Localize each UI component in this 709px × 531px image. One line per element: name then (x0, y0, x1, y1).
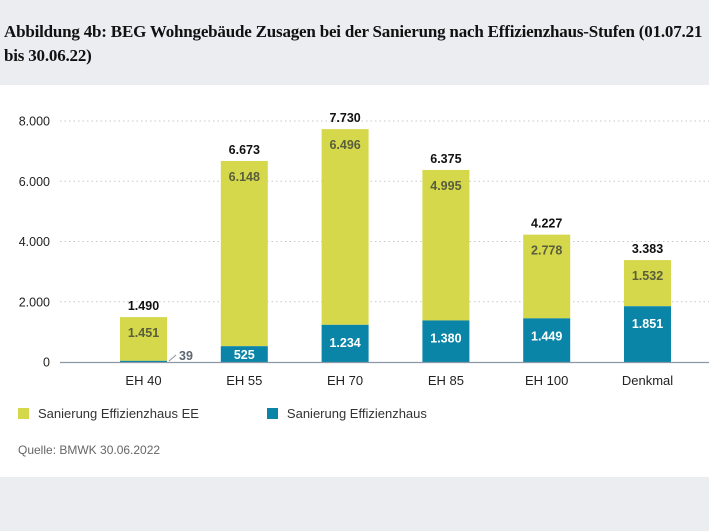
legend-label-ee: Sanierung Effizienzhaus EE (38, 406, 199, 421)
total-label: 4.227 (531, 217, 562, 231)
source-note: Quelle: BMWK 30.06.2022 (18, 443, 161, 457)
bar-segment-ee (422, 169, 470, 321)
bar-segment-eh (321, 324, 369, 362)
y-tick-label: 2.000 (19, 295, 50, 309)
x-tick-label: EH 100 (525, 373, 568, 388)
y-tick-label: 0 (43, 356, 50, 370)
value-label-eh: 525 (234, 348, 255, 362)
value-label-eh: 1.449 (531, 329, 562, 343)
bar-segment-ee (523, 234, 571, 319)
total-label: 6.375 (430, 152, 461, 166)
chart-panel: 0 2.000 4.000 6.000 8.000 1.490 1.451 39 EH 40 6.… (0, 85, 709, 477)
y-tick-label: 6.000 (19, 175, 50, 189)
value-label-eh: 39 (179, 349, 193, 363)
value-label-ee: 6.496 (329, 138, 360, 152)
bar-segment-ee (220, 160, 268, 347)
bar-segment-ee (120, 317, 167, 361)
total-label: 1.490 (128, 299, 159, 313)
legend-item-eh: Sanierung Effizienzhaus (266, 406, 427, 421)
x-tick-label: EH 55 (226, 373, 262, 388)
value-label-ee: 1.451 (128, 326, 159, 340)
value-label-eh: 1.380 (430, 331, 461, 345)
value-label-ee: 4.995 (430, 179, 461, 193)
bar-segment-ee (321, 129, 369, 325)
value-label-eh: 1.851 (632, 317, 663, 331)
y-tick-label: 4.000 (19, 235, 50, 249)
legend-label-eh: Sanierung Effizienzhaus (286, 406, 427, 421)
stacked-bar-chart: 0 2.000 4.000 6.000 8.000 1.490 1.451 39 EH 40 6.… (19, 111, 709, 388)
legend-item-ee: Sanierung Effizienzhaus EE (18, 406, 199, 421)
value-label-ee: 1.532 (632, 269, 663, 283)
legend-swatch-ee (18, 408, 29, 419)
total-label: 3.383 (632, 242, 663, 256)
legend-swatch-eh (266, 408, 278, 419)
x-tick-label: Denkmal (622, 373, 673, 388)
leader-line (168, 354, 177, 362)
x-tick-label: EH 85 (428, 373, 464, 388)
bar-segment-eh (120, 360, 167, 362)
x-tick-label: EH 70 (327, 373, 363, 388)
value-label-ee: 6.148 (229, 170, 260, 184)
y-tick-label: 8.000 (19, 115, 50, 129)
total-label: 6.673 (229, 143, 260, 157)
value-label-ee: 2.778 (531, 244, 562, 258)
bar-segment-ee (624, 260, 671, 307)
bar-segment-eh (624, 306, 671, 362)
value-label-eh: 1.234 (329, 336, 360, 350)
bar-segment-eh (523, 318, 571, 362)
legend: Sanierung Effizienzhaus EE Sanierung Eff… (18, 406, 495, 421)
chart-title: Abbildung 4b: BEG Wohngebäude Zusagen be… (4, 22, 703, 65)
bar-segment-eh (220, 346, 268, 362)
total-label: 7.730 (329, 111, 360, 125)
x-tick-label: EH 40 (125, 373, 161, 388)
bar-segment-eh (422, 320, 470, 362)
